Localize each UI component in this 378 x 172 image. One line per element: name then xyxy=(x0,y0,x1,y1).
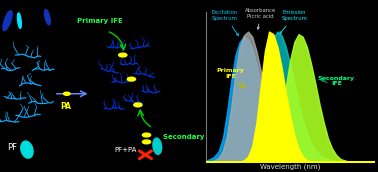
Text: Absorbance
Picric acid: Absorbance Picric acid xyxy=(245,8,276,29)
Ellipse shape xyxy=(64,92,70,95)
Ellipse shape xyxy=(134,103,142,107)
Text: PF: PF xyxy=(7,143,17,152)
Text: Primary
IFE: Primary IFE xyxy=(217,68,244,79)
Text: PF+PA: PF+PA xyxy=(115,147,137,153)
Text: PA: PA xyxy=(60,102,71,111)
Text: Secondary
IFE: Secondary IFE xyxy=(318,76,355,86)
Text: Primary IFE: Primary IFE xyxy=(77,19,123,24)
Ellipse shape xyxy=(127,77,136,81)
Text: Excitation
Spectrum: Excitation Spectrum xyxy=(212,10,239,36)
Text: Emission
Spectrum: Emission Spectrum xyxy=(280,10,307,34)
Polygon shape xyxy=(153,138,162,154)
X-axis label: Wavelength (nm): Wavelength (nm) xyxy=(260,163,320,170)
Polygon shape xyxy=(45,10,50,25)
Polygon shape xyxy=(17,13,21,28)
Ellipse shape xyxy=(143,140,150,144)
Polygon shape xyxy=(3,11,12,31)
Ellipse shape xyxy=(119,53,127,57)
Ellipse shape xyxy=(143,133,150,137)
Text: Secondary IFE: Secondary IFE xyxy=(163,134,218,140)
Polygon shape xyxy=(21,141,33,158)
